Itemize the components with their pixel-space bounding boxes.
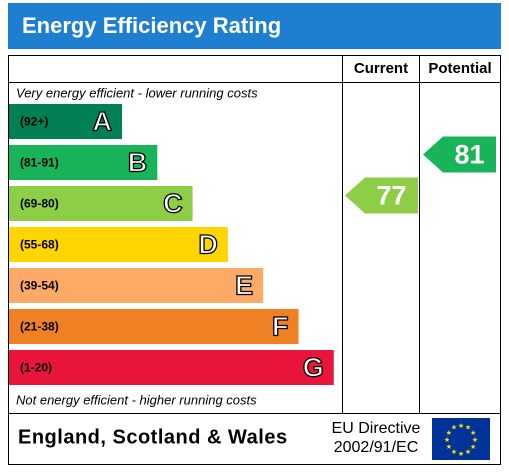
current-header: Current: [354, 60, 408, 77]
band-range: (21-38): [20, 320, 59, 334]
bottom-note: Not energy efficient - higher running co…: [16, 392, 257, 407]
directive: EU Directive: [332, 420, 421, 437]
band-range: (69-80): [20, 197, 59, 211]
band: [9, 350, 334, 385]
eu-star: ★: [465, 448, 471, 456]
band-letter: A: [93, 107, 113, 137]
eu-star: ★: [446, 429, 452, 437]
eu-star: ★: [451, 424, 457, 432]
band-letter: B: [128, 148, 148, 178]
eu-star: ★: [446, 443, 452, 451]
eu-star: ★: [470, 443, 476, 451]
eu-star: ★: [458, 422, 464, 430]
band: [9, 186, 193, 221]
frame: [8, 55, 501, 465]
band: [9, 145, 158, 180]
eu-star: ★: [472, 436, 478, 444]
potential-arrow: [423, 136, 496, 173]
band-letter: G: [303, 353, 324, 383]
potential-rating: 81: [454, 140, 484, 170]
eu-flag: [432, 418, 490, 460]
title: Energy Efficiency Rating: [22, 13, 281, 38]
current-arrow: [345, 177, 418, 214]
band-range: (81-91): [20, 156, 59, 170]
band-letter: C: [163, 189, 183, 219]
eu-stars: ★ ★★★★★★★★★★★: [444, 422, 478, 458]
band-range: (1-20): [20, 361, 52, 375]
band-range: (92+): [20, 115, 48, 129]
eu-star: ★: [444, 436, 450, 444]
directive: 2002/91/EC: [334, 439, 419, 456]
region: England, Scotland & Wales: [18, 426, 288, 448]
title-bar: [8, 3, 501, 49]
band: [9, 104, 122, 139]
band-letter: D: [198, 230, 218, 260]
band-range: (39-54): [20, 279, 59, 293]
eu-star: ★: [470, 429, 476, 437]
band-letter: F: [272, 312, 289, 342]
potential-header: Potential: [428, 60, 491, 77]
eu-star: ★: [465, 424, 471, 432]
eu-star: ★: [451, 448, 457, 456]
top-note: Very energy efficient - lower running co…: [16, 85, 258, 100]
band: [9, 309, 299, 344]
current-rating: 77: [376, 181, 406, 211]
band: [9, 268, 264, 303]
band: [9, 227, 228, 262]
eu-star: ★: [458, 450, 464, 458]
band-range: (55-68): [20, 238, 59, 252]
band-letter: E: [235, 271, 253, 301]
